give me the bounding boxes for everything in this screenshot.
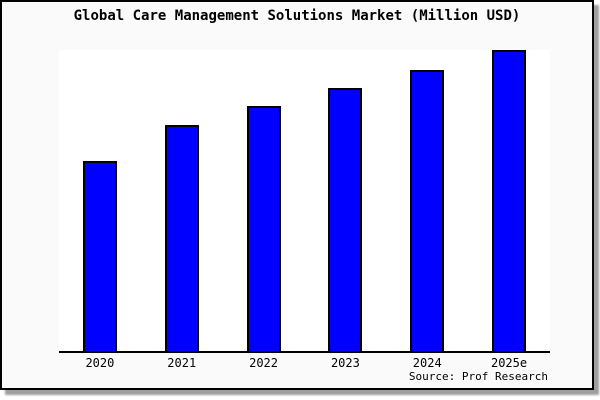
bar-2021 xyxy=(164,125,199,351)
plot-area xyxy=(59,50,550,353)
bar-slot-2025e xyxy=(468,50,550,351)
chart-figure: Global Care Management Solutions Market … xyxy=(0,0,594,390)
bar-slot-2022 xyxy=(223,50,305,351)
x-tick-label-2024: 2024 xyxy=(412,356,442,370)
bar-slot-2024 xyxy=(386,50,468,351)
source-label: Source: Prof Research xyxy=(408,370,548,383)
bar-2024 xyxy=(410,70,445,351)
bar-slot-2021 xyxy=(141,50,223,351)
bar-2022 xyxy=(246,106,281,351)
x-tick-label-2025e: 2025e xyxy=(490,356,528,370)
bar-slot-2023 xyxy=(304,50,386,351)
bar-2020 xyxy=(82,161,117,351)
bar-slot-2020 xyxy=(59,50,141,351)
bar-2023 xyxy=(328,88,363,351)
x-tick-label-2022: 2022 xyxy=(249,356,279,370)
bar-2025e xyxy=(492,50,527,351)
x-tick-label-2020: 2020 xyxy=(85,356,115,370)
chart-title: Global Care Management Solutions Market … xyxy=(73,8,521,24)
x-tick-label-2021: 2021 xyxy=(167,356,197,370)
x-axis-labels: 2020 2021 2022 2023 2024 2025e xyxy=(59,356,550,370)
x-tick-label-2023: 2023 xyxy=(330,356,360,370)
